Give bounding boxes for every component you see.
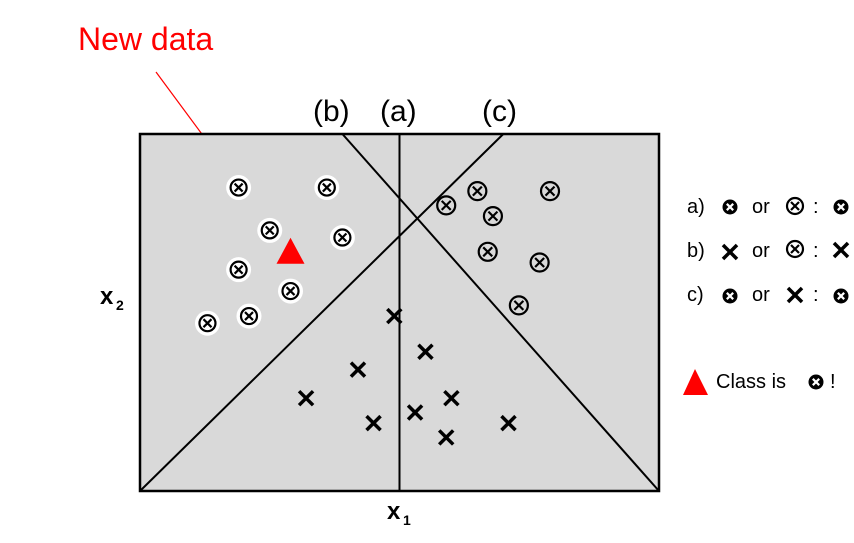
red-triangle-icon — [683, 369, 708, 395]
x-marker — [297, 389, 315, 407]
svg-text::: : — [813, 240, 819, 262]
new-data-title: New data — [78, 21, 213, 57]
svg-text:a): a) — [687, 196, 705, 218]
legend-conclusion: Class is ! — [683, 369, 836, 395]
legend-white-circle-icon — [785, 239, 805, 259]
legend-row-a: a) or : — [687, 196, 849, 218]
circle-cross-marker — [482, 206, 504, 227]
legend-row-b: b) or : — [687, 239, 850, 262]
x-marker — [386, 307, 403, 325]
circle-cross-marker — [194, 310, 220, 336]
svg-text:b): b) — [687, 240, 705, 262]
circle-cross-marker — [226, 257, 252, 283]
data-points — [194, 175, 561, 446]
svg-text:!: ! — [830, 371, 836, 393]
legend-gray-circle-icon — [722, 199, 738, 215]
circle-cross-marker — [529, 252, 550, 273]
svg-text:x: x — [387, 498, 401, 525]
circle-cross-marker — [226, 175, 252, 201]
legend: a) or : b) or : c) or : Class is — [683, 196, 850, 395]
conclusion-gray-circle-icon — [808, 374, 824, 390]
circle-cross-marker — [436, 195, 457, 216]
legend-result-gray-circle-icon — [833, 288, 849, 304]
boundary-line-c — [139, 133, 505, 492]
circle-cross-marker — [477, 241, 498, 262]
svg-text::: : — [813, 284, 819, 306]
x-marker — [365, 414, 382, 432]
boundary-label-c: (c) — [482, 95, 517, 128]
circle-cross-marker — [329, 225, 355, 251]
circle-cross-marker — [257, 217, 283, 243]
x-marker — [406, 404, 424, 421]
x2-axis-label: x 2 — [100, 283, 124, 313]
circle-cross-marker — [467, 181, 488, 202]
x-marker — [443, 389, 460, 407]
legend-gray-circle-icon — [722, 288, 738, 304]
svg-text:Class is: Class is — [716, 371, 786, 393]
svg-text:or: or — [752, 196, 770, 218]
x1-axis-label: x 1 — [387, 498, 411, 528]
legend-white-circle-icon — [785, 196, 805, 216]
svg-text:c): c) — [687, 284, 704, 306]
x-marker — [417, 343, 434, 361]
plot-frame — [138, 132, 661, 493]
svg-text:or: or — [752, 240, 770, 262]
legend-x-icon — [786, 286, 804, 304]
boundary-label-a: (a) — [380, 95, 417, 128]
x-marker — [500, 414, 517, 432]
svg-text:or: or — [752, 284, 770, 306]
circle-cross-marker — [314, 175, 340, 201]
x-marker — [349, 361, 367, 378]
legend-row-c: c) or : — [687, 284, 849, 306]
boundary-label-b: (b) — [313, 95, 350, 128]
svg-text:2: 2 — [116, 297, 124, 313]
legend-x-icon — [721, 243, 739, 261]
circle-cross-marker — [278, 278, 304, 304]
circle-cross-marker — [539, 181, 561, 202]
circle-cross-marker — [236, 303, 262, 329]
svg-text:1: 1 — [403, 512, 411, 528]
svg-text:x: x — [100, 283, 114, 310]
new-data-point — [276, 237, 305, 264]
boundary-line-b — [341, 133, 660, 492]
legend-result-x-icon — [832, 241, 850, 259]
x-marker — [437, 429, 455, 446]
svg-text::: : — [813, 196, 819, 218]
legend-result-gray-circle-icon — [833, 199, 849, 215]
circle-cross-marker — [508, 295, 529, 316]
